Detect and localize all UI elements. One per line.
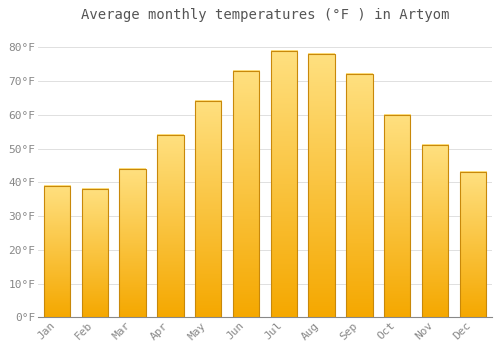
Bar (460, 172, 486, 317)
Bar (270, 51, 297, 317)
Bar (233, 71, 259, 317)
Bar (422, 145, 448, 317)
Bar (195, 102, 222, 317)
Bar (157, 135, 184, 317)
Bar (308, 54, 335, 317)
Bar (120, 169, 146, 317)
Bar (346, 74, 372, 317)
Bar (44, 186, 70, 317)
Title: Average monthly temperatures (°F ) in Artyom: Average monthly temperatures (°F ) in Ar… (80, 8, 449, 22)
Bar (384, 115, 410, 317)
Bar (82, 189, 108, 317)
